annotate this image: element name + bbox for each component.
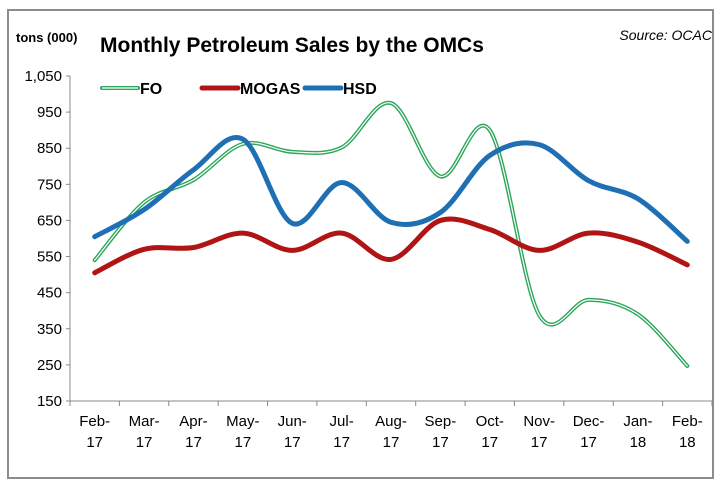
x-tick-label: May- — [226, 413, 259, 430]
x-tick-label-year: 17 — [531, 434, 548, 451]
x-tick-label: Sep- — [425, 413, 457, 430]
y-tick-label: 850 — [37, 140, 62, 157]
x-tick-label-year: 17 — [235, 434, 252, 451]
x-tick-label: Aug- — [375, 413, 407, 430]
x-tick-label: Jul- — [330, 413, 354, 430]
y-axis-unit: tons (000) — [16, 30, 78, 45]
x-tick-label-year: 17 — [284, 434, 301, 451]
y-tick-label: 750 — [37, 176, 62, 193]
y-tick-label: 550 — [37, 249, 62, 266]
y-tick-label: 250 — [37, 357, 62, 374]
x-tick-label-year: 17 — [136, 434, 153, 451]
x-tick-label: Jan- — [623, 413, 652, 430]
x-tick-label-year: 17 — [333, 434, 350, 451]
legend-label-mogas: MOGAS — [240, 81, 301, 98]
x-tick-label-year: 17 — [185, 434, 202, 451]
x-tick-label: Nov- — [523, 413, 555, 430]
x-tick-label: Dec- — [573, 413, 605, 430]
x-tick-label-year: 17 — [580, 434, 597, 451]
x-tick-label-year: 17 — [383, 434, 400, 451]
x-tick-label-year: 17 — [481, 434, 498, 451]
x-tick-label: Apr- — [179, 413, 207, 430]
y-tick-label: 350 — [37, 321, 62, 338]
legend-label-fo: FO — [140, 81, 162, 98]
x-tick-label: Oct- — [476, 413, 504, 430]
y-tick-label: 450 — [37, 285, 62, 302]
x-tick-label: Feb- — [79, 413, 110, 430]
series-fo-line-inner — [94, 102, 688, 367]
series-mogas-line — [92, 216, 690, 276]
x-tick-label: Mar- — [129, 413, 160, 430]
legend-label-hsd: HSD — [343, 81, 377, 98]
x-tick-label-year: 18 — [630, 434, 647, 451]
x-tick-label-year: 17 — [432, 434, 449, 451]
y-tick-label: 1,050 — [24, 68, 62, 85]
series-hsd-line — [92, 135, 690, 244]
x-tick-label-year: 18 — [679, 434, 696, 451]
x-tick-label: Feb- — [672, 413, 703, 430]
y-tick-label: 650 — [37, 212, 62, 229]
x-tick-label-year: 17 — [86, 434, 103, 451]
chart-title: Monthly Petroleum Sales by the OMCs — [100, 34, 484, 57]
y-tick-label: 950 — [37, 104, 62, 121]
source-note: Source: OCAC — [619, 27, 712, 43]
y-tick-label: 150 — [37, 393, 62, 410]
chart-frame — [7, 9, 714, 479]
x-tick-label: Jun- — [278, 413, 307, 430]
